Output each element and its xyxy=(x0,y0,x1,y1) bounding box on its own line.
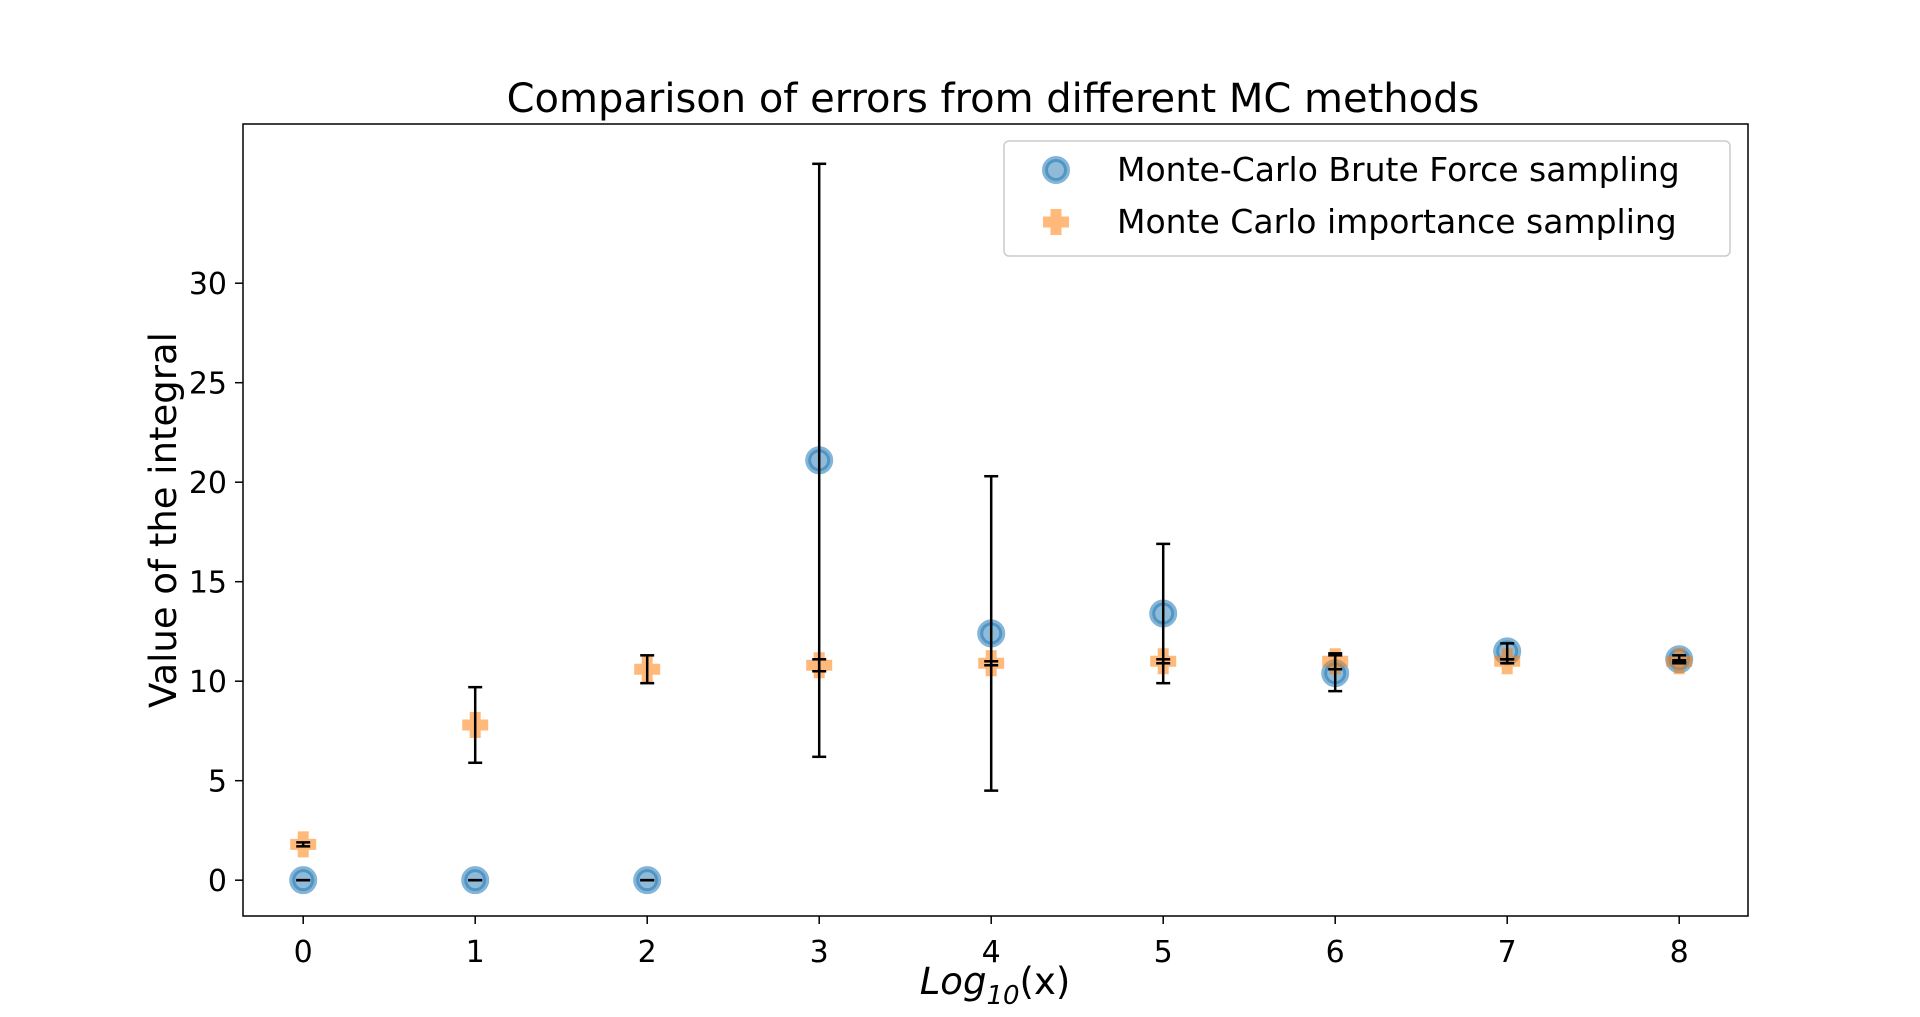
x-tick-label: 0 xyxy=(294,935,313,970)
x-axis-label-base: Log xyxy=(920,960,987,1003)
x-tick-label: 2 xyxy=(638,935,657,970)
x-tick-label: 8 xyxy=(1670,935,1689,970)
y-tick-label: 15 xyxy=(189,566,227,601)
y-tick-label: 10 xyxy=(189,665,227,700)
legend-marker-brute-force xyxy=(1042,156,1070,184)
legend-marker-importance xyxy=(1043,209,1069,235)
legend: Monte-Carlo Brute Force sampling Monte C… xyxy=(1003,140,1731,257)
x-axis-label-subscript: 10 xyxy=(986,981,1019,1011)
x-tick-label: 4 xyxy=(982,935,1001,970)
chart-title: Comparison of errors from different MC m… xyxy=(507,76,1480,122)
x-tick-label: 7 xyxy=(1498,935,1517,970)
y-axis: 0 5 10 15 20 25 30 xyxy=(189,267,243,899)
legend-label-brute-force: Monte-Carlo Brute Force sampling xyxy=(1117,150,1680,189)
x-axis-label-suffix: (x) xyxy=(1020,960,1071,1003)
y-tick-label: 20 xyxy=(189,466,227,501)
y-axis-label: Value of the integral xyxy=(142,332,185,708)
x-tick-label: 3 xyxy=(810,935,829,970)
legend-circle-icon xyxy=(1042,156,1070,184)
y-tick-label: 0 xyxy=(208,864,227,899)
legend-plus-icon xyxy=(1043,209,1069,235)
y-tick-label: 5 xyxy=(208,765,227,800)
axes-frame xyxy=(242,123,1749,917)
x-tick-label: 1 xyxy=(466,935,485,970)
legend-label-importance: Monte Carlo importance sampling xyxy=(1117,202,1677,241)
plot-area xyxy=(289,162,1694,895)
x-tick-label: 6 xyxy=(1326,935,1345,970)
x-tick-label: 5 xyxy=(1154,935,1173,970)
x-axis-label: Log10(x) xyxy=(920,960,1071,1011)
error-bars-importance xyxy=(296,652,1687,848)
x-axis: 0 1 2 3 4 5 6 7 8 xyxy=(294,916,1689,970)
y-tick-label: 30 xyxy=(189,267,227,302)
legend-frame xyxy=(1003,140,1731,257)
y-tick-label: 25 xyxy=(189,367,227,402)
